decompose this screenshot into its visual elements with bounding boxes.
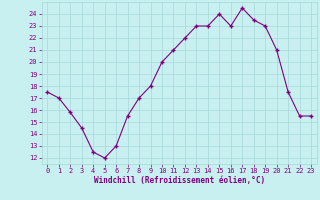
X-axis label: Windchill (Refroidissement éolien,°C): Windchill (Refroidissement éolien,°C) xyxy=(94,176,265,185)
